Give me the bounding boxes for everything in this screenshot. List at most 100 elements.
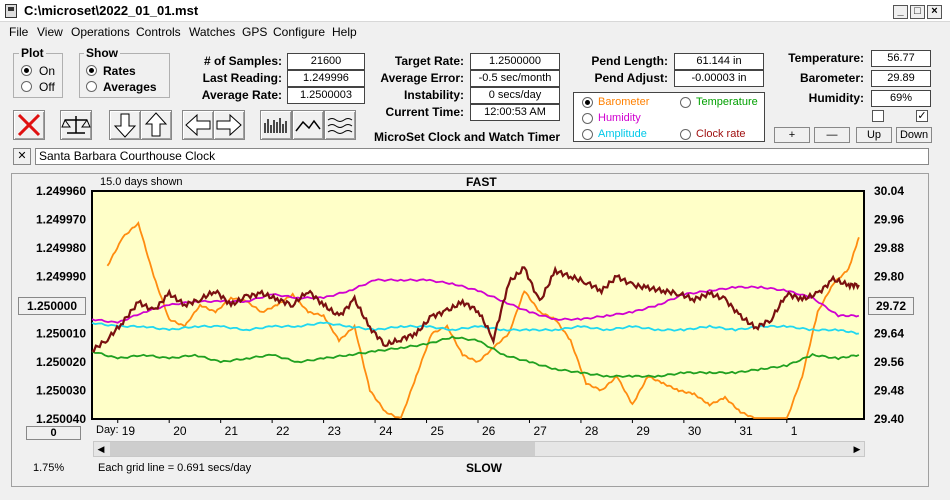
- arrow-down-icon: [113, 113, 137, 138]
- aux-humidity-radio[interactable]: [582, 113, 593, 124]
- right-axis-center-button[interactable]: 29.72: [868, 297, 914, 315]
- x-tick-label: 24: [379, 424, 393, 438]
- wave-graph-button[interactable]: [324, 110, 356, 140]
- instability-value: 0 secs/day: [470, 87, 560, 104]
- right-arrow-button[interactable]: [213, 110, 245, 140]
- plot-on-label: On: [39, 64, 56, 78]
- x-tick-label: 22: [276, 424, 290, 438]
- down-arrow-button[interactable]: [109, 110, 141, 140]
- aux-temperature-radio[interactable]: [680, 97, 691, 108]
- scale-plus-button[interactable]: +: [774, 127, 810, 143]
- scale-up-button[interactable]: Up: [856, 127, 892, 143]
- x-tick-label: 20: [173, 424, 187, 438]
- scale-minus-button[interactable]: —: [814, 127, 850, 143]
- humidity-label: Humidity:: [808, 91, 864, 105]
- clear-description-button[interactable]: ✕: [13, 148, 31, 165]
- scroll-left-icon[interactable]: ◀: [97, 444, 105, 454]
- x-tick-label: 19: [122, 424, 136, 438]
- arrow-left-icon: [185, 113, 211, 137]
- title-bar: C:\microset\2022_01_01.mst _ □ ×: [0, 0, 950, 22]
- left-y-tick-label: 1.250010: [36, 327, 86, 341]
- menu-watches[interactable]: Watches: [189, 25, 236, 39]
- plot-off-radio[interactable]: [21, 81, 32, 92]
- menu-view[interactable]: View: [37, 25, 63, 39]
- average-error-value: -0.5 sec/month: [470, 70, 560, 87]
- plot-off-label: Off: [39, 80, 55, 94]
- menu-operations[interactable]: Operations: [71, 25, 130, 39]
- show-rates-label: Rates: [103, 64, 136, 78]
- aux-clock-rate-radio[interactable]: [680, 129, 691, 140]
- fast-label: FAST: [466, 175, 497, 189]
- aux-amplitude-radio[interactable]: [582, 129, 593, 140]
- show-group: [79, 53, 170, 98]
- scale-down-button[interactable]: Down: [896, 127, 932, 143]
- maximize-button[interactable]: □: [910, 5, 925, 19]
- up-arrow-button[interactable]: [140, 110, 172, 140]
- current-time-value: 12:00:53 AM: [470, 104, 560, 121]
- temperature-label: Temperature:: [788, 51, 864, 65]
- left-y-tick-label: 1.249990: [36, 270, 86, 284]
- checkbox-left[interactable]: [872, 110, 884, 122]
- line-graph-button[interactable]: [292, 110, 324, 140]
- last-reading-value: 1.249996: [287, 70, 365, 87]
- red-x-icon: [17, 113, 41, 137]
- show-averages-radio[interactable]: [86, 81, 97, 92]
- grid-note: Each grid line = 0.691 secs/day: [98, 462, 252, 474]
- minimize-button[interactable]: _: [893, 5, 908, 19]
- zero-button[interactable]: 0: [26, 426, 81, 440]
- menu-controls[interactable]: Controls: [136, 25, 181, 39]
- x-tick-label: 30: [688, 424, 702, 438]
- app-caption: MicroSet Clock and Watch Timer: [374, 130, 561, 144]
- aux-series-selector: [573, 92, 765, 142]
- wave-icon: [327, 118, 353, 134]
- aux-amplitude-label: Amplitude: [598, 128, 647, 140]
- menu-configure[interactable]: Configure: [273, 25, 326, 39]
- last-reading-label: Last Reading:: [202, 71, 282, 85]
- balance-scale-icon: [61, 116, 91, 134]
- target-rate-label: Target Rate:: [394, 54, 464, 68]
- left-y-tick-label: 1.249980: [36, 241, 86, 255]
- window-title: C:\microset\2022_01_01.mst: [24, 3, 199, 18]
- left-y-tick-label: 1.250030: [36, 384, 86, 398]
- humidity-value: 69%: [871, 90, 931, 107]
- grid-lines: [117, 419, 788, 423]
- pend-length-value: 61.144 in: [674, 53, 764, 70]
- x-tick-label: 23: [328, 424, 342, 438]
- show-rates-radio[interactable]: [86, 65, 97, 76]
- right-y-tick-label: 29.80: [874, 270, 904, 284]
- amplitude-series-line: [91, 321, 860, 335]
- pend-adjust-value: -0.00003 in: [674, 70, 764, 87]
- show-group-label: Show: [84, 46, 120, 60]
- right-y-tick-label: 29.56: [874, 355, 904, 369]
- close-button[interactable]: ×: [927, 5, 942, 19]
- right-y-tick-label: 29.88: [874, 241, 904, 255]
- menu-help[interactable]: Help: [332, 25, 357, 39]
- aux-temperature-label: Temperature: [696, 96, 758, 108]
- balance-button[interactable]: [60, 110, 92, 140]
- x-tick-label: 27: [533, 424, 547, 438]
- x-tick-label: 28: [585, 424, 599, 438]
- zoom-percent: 1.75%: [33, 462, 65, 474]
- description-input[interactable]: Santa Barbara Courthouse Clock: [35, 148, 929, 165]
- current-time-label: Current Time:: [385, 105, 464, 119]
- bar-graph-button[interactable]: [260, 110, 292, 140]
- pend-adjust-label: Pend Adjust:: [594, 71, 668, 85]
- menu-gps[interactable]: GPS: [242, 25, 268, 39]
- aux-barometer-label: Barometer: [598, 96, 650, 108]
- humidity-series-line: [91, 278, 860, 324]
- scroll-right-icon[interactable]: ▶: [853, 444, 861, 454]
- checkbox-right[interactable]: ✓: [916, 110, 928, 122]
- scrollbar-thumb[interactable]: [110, 442, 535, 456]
- left-axis-center-button[interactable]: 1.250000: [18, 297, 86, 315]
- arrow-right-icon: [216, 113, 242, 137]
- app-icon[interactable]: [5, 4, 17, 18]
- plot-on-radio[interactable]: [21, 65, 32, 76]
- stop-button[interactable]: [13, 110, 45, 140]
- bar-graph-icon: [264, 118, 287, 133]
- temperature-series-line: [91, 335, 860, 378]
- menu-file[interactable]: File: [9, 25, 29, 39]
- samples-label: # of Samples:: [203, 54, 282, 68]
- barometer-series-line: [106, 221, 860, 420]
- aux-barometer-radio[interactable]: [582, 97, 593, 108]
- left-y-tick-label: 1.249960: [36, 184, 86, 198]
